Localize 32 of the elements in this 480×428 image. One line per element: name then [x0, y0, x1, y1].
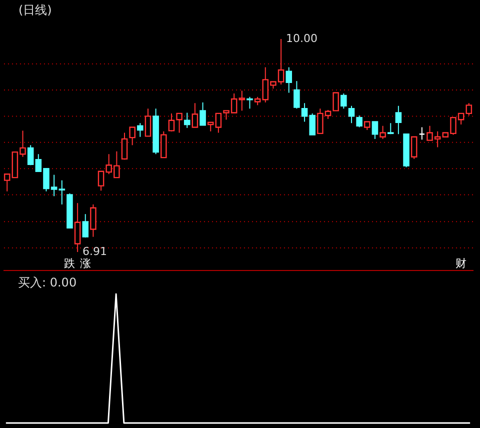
candlestick: [192, 102, 198, 128]
candlestick: [340, 92, 347, 110]
candlestick: [90, 204, 96, 238]
candlestick: [246, 96, 253, 110]
candlestick: [121, 132, 128, 160]
candlestick: [27, 144, 34, 166]
candlestick: [238, 90, 246, 112]
candlestick: [144, 108, 152, 137]
candlestick: [137, 122, 144, 138]
text: 涨: [80, 257, 91, 270]
annotation: 10.00: [286, 32, 318, 45]
candlestick: [294, 80, 300, 110]
text: 财: [456, 257, 467, 270]
chart-title: (日线): [18, 3, 52, 17]
candlestick: [82, 214, 89, 238]
candlestick: [395, 105, 402, 135]
candlestick: [418, 126, 426, 140]
annotation: 6.91: [82, 245, 108, 258]
candlestick: [286, 66, 292, 94]
candlestick: [74, 202, 81, 252]
candlestick: [348, 105, 355, 124]
text: 跌: [64, 257, 76, 270]
candlestick: [380, 125, 386, 140]
candlestick: [356, 115, 362, 128]
candlestick: [410, 136, 418, 160]
candlestick: [129, 126, 136, 146]
candlestick: [160, 130, 167, 158]
candlestick: [184, 112, 190, 128]
candlestick: [58, 180, 66, 205]
candlestick: [372, 121, 378, 140]
chart-title: 买入: 0.00: [18, 275, 77, 290]
candlestick: [200, 102, 206, 126]
